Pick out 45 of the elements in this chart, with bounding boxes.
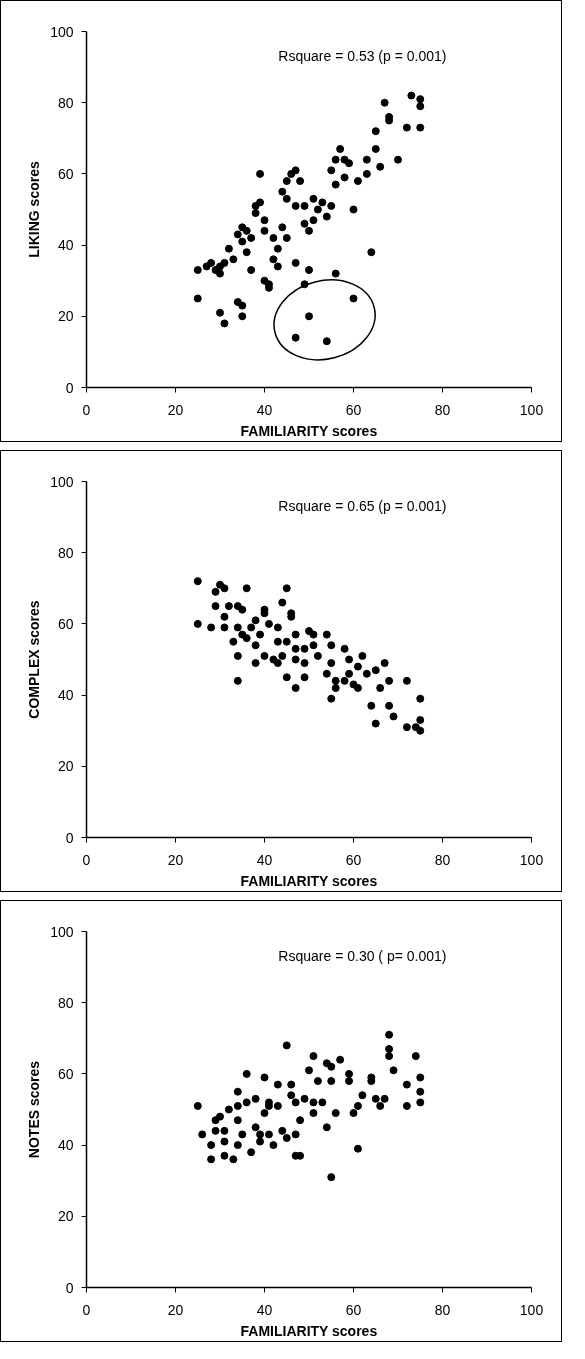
annotation: Rsquare = 0.30 ( p= 0.001) — [278, 948, 447, 965]
y-tick-label: 20 — [57, 308, 74, 325]
x-tick-label: 100 — [519, 1301, 544, 1318]
y-tick-label: 40 — [57, 237, 74, 254]
y-tick-label: 60 — [57, 165, 74, 182]
x-tick-label: 40 — [256, 401, 273, 418]
x-tick-label: 80 — [434, 401, 451, 418]
x-tick-label: 60 — [345, 401, 362, 418]
y-axis-title: LIKING scores — [26, 161, 43, 258]
y-tick-label: 40 — [57, 1137, 74, 1154]
y-axis-title: COMPLEX scores — [26, 600, 43, 719]
y-tick-label: 80 — [57, 994, 74, 1011]
x-tick-label: 60 — [345, 1301, 362, 1318]
y-axis-title: NOTES scores — [26, 1060, 43, 1159]
x-tick-label: 0 — [82, 851, 91, 868]
x-tick-label: 80 — [434, 1301, 451, 1318]
y-tick-label: 100 — [50, 473, 74, 490]
x-tick-label: 60 — [345, 851, 362, 868]
y-tick-label: 20 — [57, 1208, 74, 1225]
y-tick-label: 60 — [57, 1065, 74, 1082]
x-tick-label: 80 — [434, 851, 451, 868]
x-tick-label: 0 — [82, 1301, 91, 1318]
y-tick-label: 80 — [57, 94, 74, 111]
y-tick-label: 100 — [50, 923, 74, 940]
y-tick-label: 100 — [50, 23, 74, 40]
annotation: Rsquare = 0.53 (p = 0.001) — [278, 48, 447, 65]
x-axis-title: FAMILIARITY scores — [240, 872, 378, 889]
x-tick-label: 100 — [519, 851, 544, 868]
x-axis-title: FAMILIARITY scores — [240, 1322, 378, 1339]
y-tick-label: 60 — [57, 615, 74, 632]
y-tick-label: 20 — [57, 758, 74, 775]
x-tick-label: 40 — [256, 851, 273, 868]
x-axis-title: FAMILIARITY scores — [240, 422, 378, 439]
x-tick-label: 20 — [167, 401, 184, 418]
x-tick-label: 40 — [256, 1301, 273, 1318]
y-tick-label: 40 — [57, 687, 74, 704]
y-tick-label: 0 — [65, 379, 74, 396]
x-tick-label: 0 — [82, 401, 91, 418]
y-tick-label: 80 — [57, 544, 74, 561]
x-tick-label: 20 — [167, 1301, 184, 1318]
y-tick-label: 0 — [65, 1279, 74, 1296]
x-tick-label: 20 — [167, 851, 184, 868]
y-tick-label: 0 — [65, 829, 74, 846]
annotation: Rsquare = 0.65 (p = 0.001) — [278, 498, 447, 515]
x-tick-label: 100 — [519, 401, 544, 418]
